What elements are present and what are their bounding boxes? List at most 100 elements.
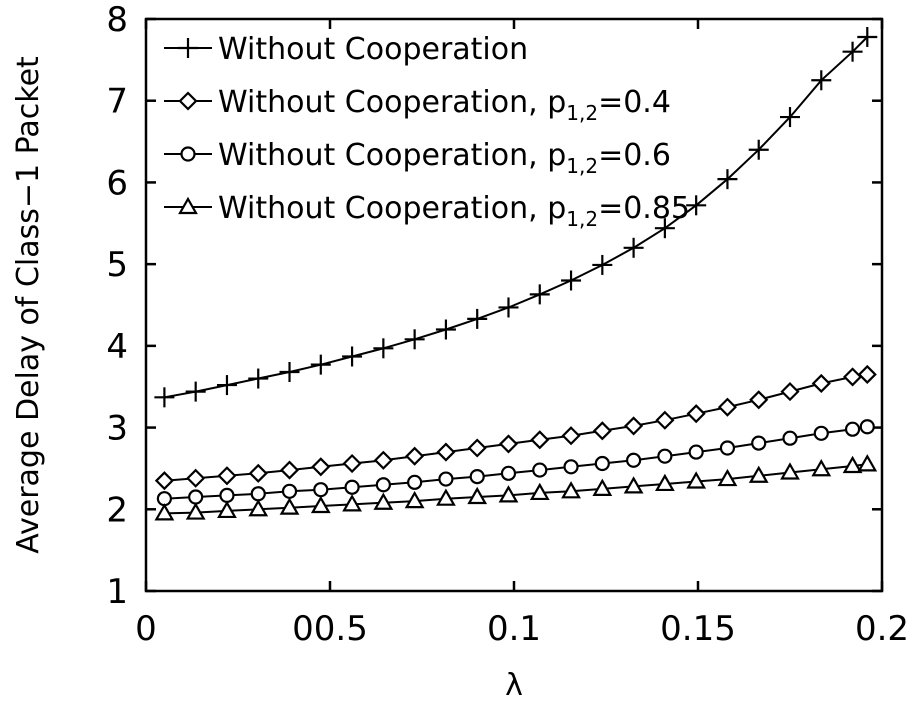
plus-marker bbox=[530, 284, 550, 304]
diamond-marker bbox=[282, 462, 298, 478]
circle-marker bbox=[189, 491, 202, 504]
plus-marker bbox=[405, 329, 425, 349]
plus-marker bbox=[178, 38, 198, 58]
diamond-marker bbox=[782, 384, 798, 400]
legend-label-suffix: =0.6 bbox=[598, 138, 671, 173]
x-tick-labels: 000.50.10.150.2 bbox=[135, 609, 909, 649]
diamond-marker bbox=[469, 440, 485, 456]
circle-marker bbox=[502, 467, 515, 480]
circle-marker bbox=[314, 483, 327, 496]
plus-marker bbox=[498, 297, 518, 317]
y-tick-label: 6 bbox=[106, 163, 128, 203]
x-tick-label: 0 bbox=[135, 609, 157, 649]
legend-label-subscript: 1,2 bbox=[566, 154, 598, 178]
plus-marker bbox=[624, 238, 644, 258]
circle-marker bbox=[439, 473, 452, 486]
x-tick-label: 0.15 bbox=[660, 609, 736, 649]
diamond-marker bbox=[594, 423, 610, 439]
diamond-marker bbox=[563, 428, 579, 444]
plus-marker bbox=[248, 369, 268, 389]
diamond-marker bbox=[219, 468, 235, 484]
series-circle bbox=[158, 420, 874, 505]
plus-marker bbox=[467, 309, 487, 329]
y-tick-label: 2 bbox=[106, 490, 128, 530]
diamond-marker bbox=[626, 418, 642, 434]
legend-label-suffix: =0.4 bbox=[598, 85, 671, 120]
plus-marker bbox=[592, 255, 612, 275]
circle-marker bbox=[565, 460, 578, 473]
plus-marker bbox=[154, 387, 174, 407]
y-tick-label: 3 bbox=[106, 409, 128, 449]
x-axis-title: λ bbox=[505, 668, 523, 703]
y-tick-label: 7 bbox=[106, 82, 128, 122]
circle-marker bbox=[815, 427, 828, 440]
legend-label: Without Cooperation, p1,2=0.85 bbox=[218, 191, 690, 231]
legend-item: Without Cooperation bbox=[164, 32, 528, 67]
circle-marker bbox=[471, 470, 484, 483]
legend-label-suffix: =0.85 bbox=[598, 191, 690, 226]
x-tick-label: 0.1 bbox=[487, 609, 541, 649]
diamond-marker bbox=[657, 412, 673, 428]
diamond-marker bbox=[500, 436, 516, 452]
series-diamond bbox=[156, 366, 875, 488]
legend-label-main: Without Cooperation bbox=[218, 32, 528, 67]
diamond-marker bbox=[313, 459, 329, 475]
legend-label-main: Without Cooperation, p bbox=[218, 191, 566, 226]
legend-label: Without Cooperation, p1,2=0.6 bbox=[218, 138, 671, 178]
diamond-marker bbox=[845, 369, 861, 385]
plus-marker bbox=[311, 355, 331, 375]
circle-marker bbox=[658, 450, 671, 463]
plus-marker bbox=[436, 320, 456, 340]
diamond-marker bbox=[859, 366, 875, 382]
legend-label: Without Cooperation bbox=[218, 32, 528, 67]
plus-marker bbox=[373, 338, 393, 358]
plus-marker bbox=[186, 382, 206, 402]
diamond-marker bbox=[344, 456, 360, 472]
legend-label-subscript: 1,2 bbox=[566, 101, 598, 125]
series-line bbox=[164, 375, 867, 481]
circle-marker bbox=[252, 487, 265, 500]
y-axis-title: Average Delay of Class−1 Packet bbox=[11, 56, 46, 554]
legend-item: Without Cooperation, p1,2=0.4 bbox=[164, 85, 671, 125]
x-tick-label: 00.5 bbox=[292, 609, 368, 649]
circle-marker bbox=[846, 423, 859, 436]
y-tick-label: 1 bbox=[106, 572, 128, 612]
diamond-marker bbox=[751, 392, 767, 408]
diamond-marker bbox=[180, 93, 196, 109]
diamond-marker bbox=[407, 448, 423, 464]
y-tick-label: 8 bbox=[106, 0, 128, 40]
diamond-marker bbox=[719, 399, 735, 415]
diamond-marker bbox=[438, 444, 454, 460]
circle-marker bbox=[784, 432, 797, 445]
circle-marker bbox=[627, 454, 640, 467]
series-triangle bbox=[156, 456, 875, 519]
diamond-marker bbox=[813, 375, 829, 391]
circle-marker bbox=[752, 437, 765, 450]
diamond-marker bbox=[688, 406, 704, 422]
legend-label-main: Without Cooperation, p bbox=[218, 85, 566, 120]
y-tick-label: 4 bbox=[106, 327, 128, 367]
triangle-marker bbox=[859, 456, 875, 470]
circle-marker bbox=[861, 420, 874, 433]
plus-marker bbox=[561, 270, 581, 290]
circle-marker bbox=[690, 446, 703, 459]
plus-marker bbox=[217, 375, 237, 395]
legend-label-main: Without Cooperation, p bbox=[218, 138, 566, 173]
legend-item: Without Cooperation, p1,2=0.85 bbox=[164, 191, 690, 231]
y-tick-labels: 1 2 3 4 5 6 7 8 bbox=[106, 0, 128, 612]
legend-item: Without Cooperation, p1,2=0.6 bbox=[164, 138, 671, 178]
circle-marker bbox=[408, 476, 421, 489]
legend: Without Cooperation Without Cooperation, … bbox=[164, 32, 690, 231]
diamond-marker bbox=[532, 432, 548, 448]
circle-marker bbox=[377, 478, 390, 491]
circle-marker bbox=[721, 442, 734, 455]
legend-label-subscript: 1,2 bbox=[566, 207, 598, 231]
y-tick-label: 5 bbox=[106, 245, 128, 285]
circle-marker bbox=[283, 485, 296, 498]
plus-marker bbox=[342, 346, 362, 366]
legend-label: Without Cooperation, p1,2=0.4 bbox=[218, 85, 671, 125]
circle-marker bbox=[220, 489, 233, 502]
diamond-marker bbox=[188, 470, 204, 486]
diamond-marker bbox=[156, 473, 172, 489]
